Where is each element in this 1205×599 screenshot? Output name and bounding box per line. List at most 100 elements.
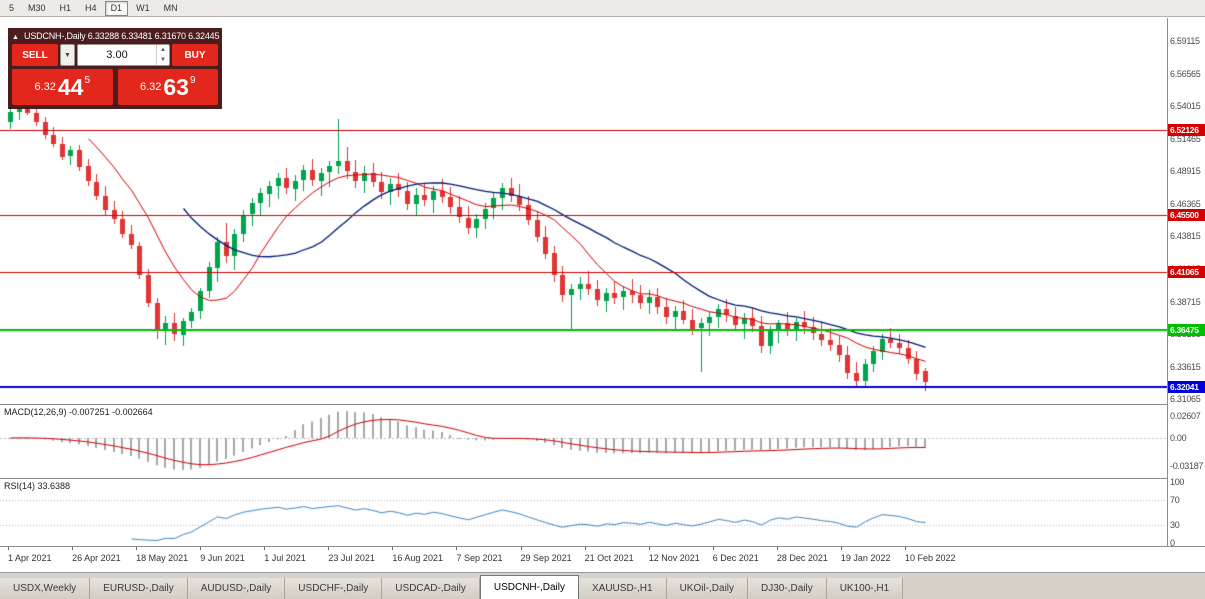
rsi-name: RSI(14) — [4, 481, 36, 491]
sell-button[interactable]: SELL — [12, 44, 58, 66]
rsi-axis-label: 100 — [1170, 477, 1185, 487]
timeframe-5[interactable]: 5 — [9, 2, 15, 13]
rsi-value: 33.6388 — [37, 481, 71, 491]
time-axis-tick — [776, 547, 778, 550]
timeframe-mn[interactable]: MN — [163, 2, 178, 13]
volume-decrease-button[interactable]: ▼ — [160, 57, 166, 63]
chevron-down-icon: ▼ — [64, 51, 71, 59]
macd-indicator-chart[interactable] — [0, 405, 1167, 478]
time-axis-tick — [712, 547, 714, 550]
sell-price-pipette: 5 — [84, 74, 91, 86]
date-label: 19 Jan 2022 — [840, 553, 891, 563]
date-label: 26 Apr 2021 — [72, 553, 121, 563]
ohlc-high: 6.33481 — [121, 31, 153, 41]
macd-axis-label: -0.03187 — [1170, 461, 1204, 471]
volume-increase-button[interactable]: ▲ — [160, 47, 166, 53]
sell-price-button[interactable]: 6.32 44 5 — [12, 69, 113, 105]
tab-xauusd-h1[interactable]: XAUUSD-,H1 — [578, 578, 667, 599]
chart-symbol-period: USDCNH-,Daily — [24, 31, 86, 41]
volume-stepper: ▲ ▼ — [156, 45, 169, 65]
date-label: 10 Feb 2022 — [904, 553, 956, 563]
rsi-axis-label: 0 — [1170, 538, 1175, 548]
price-axis-label: 6.54015 — [1170, 101, 1201, 112]
timeframe-toolbar: 5 M30 H1 H4 D1 W1 MN — [0, 0, 1205, 17]
tab-audusd-daily[interactable]: AUDUSD-,Daily — [187, 578, 286, 599]
timeframe-h4[interactable]: H4 — [85, 2, 97, 13]
tab-uk100-h1[interactable]: UK100-,H1 — [826, 578, 904, 599]
date-label: 29 Sep 2021 — [520, 553, 572, 563]
date-label: 1 Jul 2021 — [264, 553, 306, 563]
symbol-tab-bar: USDX,Weekly EURUSD-,Daily AUDUSD-,Daily USD… — [0, 572, 1205, 599]
rsi-axis-label: 70 — [1170, 495, 1180, 506]
panel-divider — [0, 478, 1205, 479]
time-axis-tick — [840, 547, 842, 550]
ohlc-close: 6.32445 — [188, 31, 220, 41]
date-label: 28 Dec 2021 — [776, 553, 828, 563]
time-axis-tick — [200, 547, 202, 550]
buy-price-pipette: 9 — [189, 74, 196, 86]
ohlc-low: 6.31670 — [154, 31, 186, 41]
time-axis[interactable]: 1 Apr 2021 26 Apr 2021 18 May 2021 9 Jun 20… — [0, 547, 1205, 571]
tab-usdcnh-daily[interactable]: USDCNH-,Daily — [479, 575, 579, 599]
chart-ohlc-header: ▲ USDCNH-,Daily 6.33288 6.33481 6.31670 … — [12, 30, 220, 44]
volume-input[interactable] — [78, 45, 156, 65]
timeframe-w1[interactable]: W1 — [136, 2, 150, 13]
price-axis-label: 6.43815 — [1170, 231, 1201, 242]
buy-price-button[interactable]: 6.32 63 9 — [117, 69, 218, 105]
tab-dj30-daily[interactable]: DJ30-,Daily — [748, 578, 827, 599]
timeframe-h1[interactable]: H1 — [59, 2, 72, 13]
buy-button[interactable]: BUY — [172, 44, 218, 66]
panel-divider — [0, 404, 1205, 405]
tab-ukoil-daily[interactable]: UKOil-,Daily — [666, 578, 749, 599]
time-axis-tick — [904, 547, 906, 550]
tab-eurusd-daily[interactable]: EURUSD-,Daily — [90, 578, 188, 599]
rsi-label: RSI(14) 33.6388 — [4, 481, 70, 491]
sell-price-prefix: 6.32 — [34, 81, 56, 93]
panel-divider — [0, 546, 1205, 547]
time-axis-tick — [136, 547, 138, 550]
macd-axis-label: 0.02607 — [1170, 411, 1201, 421]
time-axis-tick — [264, 547, 266, 550]
rsi-indicator-chart[interactable] — [0, 479, 1167, 546]
date-label: 12 Nov 2021 — [648, 553, 700, 563]
macd-label: MACD(12,26,9) -0.007251 -0.002664 — [4, 407, 153, 417]
volume-field: ▲ ▼ — [77, 44, 170, 66]
date-label: 21 Oct 2021 — [584, 553, 634, 563]
price-line-tag: 6.41065 — [1168, 265, 1205, 278]
buy-price-prefix: 6.32 — [139, 81, 162, 93]
timeframe-d1[interactable]: D1 — [104, 0, 129, 16]
macd-main-value: -0.007251 — [69, 407, 110, 417]
date-label: 16 Aug 2021 — [392, 553, 443, 563]
time-axis-tick — [8, 547, 9, 550]
price-axis-label: 6.59115 — [1170, 36, 1200, 47]
price-line-tag: 6.45500 — [1168, 208, 1205, 221]
one-click-trading-panel: ▲ USDCNH-,Daily 6.33288 6.33481 6.31670 … — [8, 28, 222, 109]
collapse-panel-icon[interactable]: ▲ — [12, 34, 19, 41]
price-axis-label: 6.51465 — [1170, 133, 1201, 144]
sell-price-big: 44 — [57, 73, 84, 100]
ohlc-open: 6.33288 — [87, 31, 119, 41]
tab-usdx-weekly[interactable]: USDX,Weekly — [0, 578, 91, 599]
price-line-tag: 6.52126 — [1168, 124, 1205, 137]
date-label: 23 Jul 2021 — [328, 553, 375, 563]
date-label: 18 May 2021 — [136, 553, 189, 563]
macd-signal-value: -0.002664 — [112, 407, 153, 417]
date-label: 9 Jun 2021 — [200, 553, 245, 563]
time-axis-tick — [328, 547, 330, 550]
timeframe-m30[interactable]: M30 — [28, 2, 46, 13]
price-axis-label: 6.33615 — [1170, 361, 1201, 372]
tab-usdcad-daily[interactable]: USDCAD-,Daily — [382, 578, 480, 599]
price-axis-label: 6.38715 — [1170, 296, 1201, 307]
date-label: 7 Sep 2021 — [456, 553, 503, 563]
price-axis[interactable]: 6.59115 6.56565 6.54015 6.51465 6.48915 6.463… — [1167, 18, 1205, 548]
tab-usdchf-daily[interactable]: USDCHF-,Daily — [285, 578, 383, 599]
macd-name: MACD(12,26,9) — [4, 407, 67, 417]
price-axis-label: 6.56565 — [1170, 68, 1201, 79]
buy-price-big: 63 — [163, 73, 189, 100]
price-line-tag: 6.32041 — [1168, 380, 1205, 393]
time-axis-tick — [520, 547, 522, 550]
rsi-axis-label: 30 — [1170, 519, 1180, 530]
volume-dropdown-button[interactable]: ▼ — [60, 44, 75, 66]
time-axis-tick — [584, 547, 586, 550]
